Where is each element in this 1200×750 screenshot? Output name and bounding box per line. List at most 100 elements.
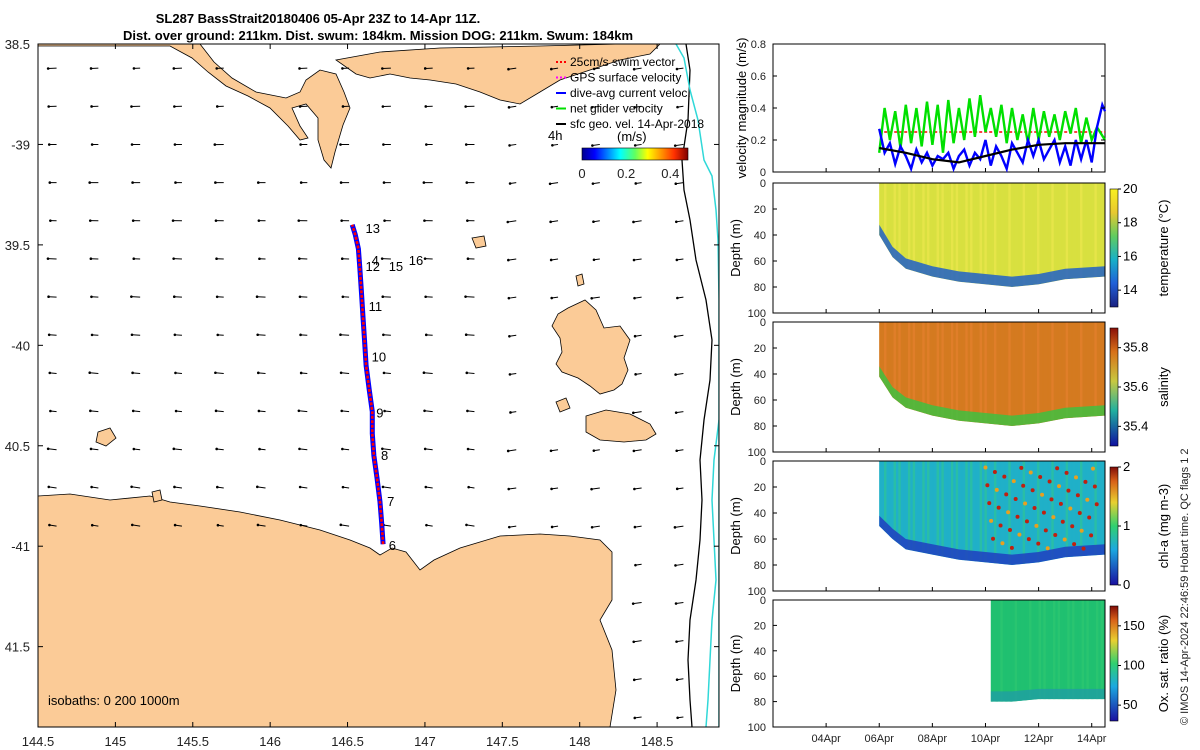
y-tick-label: 60 (754, 671, 766, 683)
vector-head (380, 257, 384, 260)
section-stripe (1048, 600, 1051, 702)
footer-credit: © IMOS 14-Apr-2024 22:46:59 Hobart time.… (1179, 448, 1191, 725)
vector-arrow (257, 486, 266, 489)
colorbar-title: (m/s) (617, 129, 647, 144)
chla-sample (1023, 501, 1028, 506)
section-stripe (1041, 322, 1045, 426)
section-stripe (1089, 183, 1092, 287)
colorbar-label: Ox. sat. ratio (%) (1156, 615, 1171, 713)
vector-head (673, 335, 677, 338)
chla-sample (1049, 497, 1054, 502)
colorbar-tick-label: 18 (1123, 215, 1137, 230)
vector-head (340, 257, 344, 261)
x-tick-label: 146.5 (331, 734, 364, 749)
day-marker: 8 (381, 448, 388, 463)
vector-head (465, 371, 469, 375)
day-marker: 4 (372, 253, 379, 268)
vector-head (425, 143, 428, 146)
vector-head (172, 67, 176, 70)
section-stripe (1037, 322, 1040, 426)
chla-sample (1092, 484, 1097, 489)
section-stripe (1051, 461, 1054, 565)
vector-head (634, 373, 637, 376)
time-tick-label: 04Apr (811, 733, 841, 745)
section-stripe (931, 183, 935, 287)
vector-head (89, 257, 93, 260)
vector-head (592, 67, 596, 71)
section-stripe (993, 461, 997, 565)
section-stripe (955, 461, 959, 565)
chla-sample (1087, 515, 1092, 520)
vector-arrow (675, 334, 684, 337)
vector-head (676, 716, 679, 720)
section-stripe (960, 183, 963, 287)
section-stripe (1070, 322, 1073, 426)
colorbar-tick-label: 0 (578, 166, 585, 181)
bottom-layer (879, 515, 1105, 565)
section-stripe (1037, 183, 1040, 287)
colorbar-tick-label: 100 (1123, 657, 1145, 672)
vector-head (340, 409, 344, 413)
colorbar-label: temperature (°C) (1156, 200, 1171, 297)
vector-head (424, 485, 428, 489)
y-tick-label: 80 (754, 697, 766, 709)
y-tick-label: 0 (760, 595, 766, 607)
vector-arrow (633, 220, 642, 223)
vector-head (130, 333, 134, 337)
section-stripe (1019, 600, 1022, 702)
vector-head (257, 409, 261, 413)
vector-head (549, 220, 552, 224)
vector-head (297, 409, 301, 413)
section-stripe (990, 600, 994, 702)
vector-head (90, 295, 93, 299)
section-stripe (1017, 461, 1021, 565)
vector-head (299, 523, 303, 527)
section-stripe (1075, 322, 1078, 426)
vector-head (466, 447, 470, 451)
y-tick-label: 60 (754, 395, 766, 407)
colorbar-label: chl-a (mg m-3) (1156, 484, 1171, 569)
chla-sample (1026, 537, 1031, 542)
section-stripe (907, 183, 911, 287)
section-stripe (984, 183, 987, 287)
colorbar-tick-label: 16 (1123, 248, 1137, 263)
section-stripe (922, 461, 925, 565)
x-tick-label: 147 (414, 734, 436, 749)
chla-sample (1051, 515, 1056, 520)
vector-head (130, 105, 133, 108)
chla-sample (1043, 528, 1048, 533)
vector-head (132, 257, 136, 261)
day-marker: 13 (365, 221, 379, 236)
section-stripe (936, 461, 939, 565)
section-stripe (1027, 183, 1030, 287)
depth-ylabel: Depth (m) (728, 219, 743, 277)
map-legend: 25cm/s swim vector GPS surface velocitydi… (556, 55, 704, 131)
section-stripe (965, 461, 968, 565)
vector-head (173, 523, 177, 527)
y-tick-label: -41 (11, 539, 30, 554)
vector-head (423, 447, 427, 451)
section-stripe (1075, 183, 1078, 287)
vector-head (634, 563, 637, 567)
section-stripe (960, 322, 963, 426)
vector-head (466, 409, 469, 413)
vector-head (634, 182, 638, 185)
vector-head (214, 181, 217, 184)
vector-head (633, 144, 637, 147)
vector-head (258, 447, 261, 451)
section-stripe (1060, 322, 1064, 426)
vector-arrow (466, 334, 475, 336)
section-stripe (1046, 461, 1049, 565)
colorbar-tick-label: 0.2 (617, 166, 635, 181)
colorbar-tick-label: 0.4 (661, 166, 679, 181)
velocity-ylabel: velocity magnitude (m/s) (734, 38, 749, 179)
section-stripe (979, 461, 983, 565)
section-stripe (984, 322, 987, 426)
vector-head (507, 67, 510, 71)
vector-head (591, 182, 595, 185)
section-stripe (931, 322, 935, 426)
chla-sample (1075, 493, 1080, 498)
day-marker: 12 (365, 259, 379, 274)
section-stripe (1038, 600, 1041, 702)
chla-sample (1028, 470, 1033, 475)
